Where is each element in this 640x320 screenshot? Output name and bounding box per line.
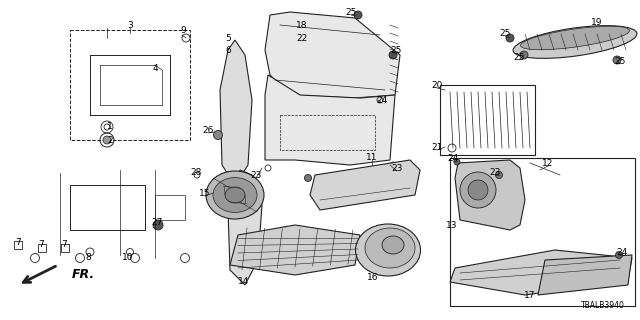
Text: 21: 21 [431,142,443,151]
Text: 2: 2 [107,135,113,145]
Text: 13: 13 [446,220,458,229]
Text: 24: 24 [447,154,459,163]
Ellipse shape [355,224,420,276]
Text: 24: 24 [616,247,628,257]
Ellipse shape [225,187,245,203]
Circle shape [389,51,397,59]
Text: 15: 15 [199,188,211,197]
Ellipse shape [520,26,630,50]
Text: 25: 25 [390,45,402,54]
Text: 22: 22 [296,34,308,43]
Bar [70,30,190,140]
Polygon shape [265,75,395,165]
Ellipse shape [513,26,637,58]
Polygon shape [310,160,420,210]
Polygon shape [265,12,400,98]
Text: FR.: FR. [72,268,95,282]
Polygon shape [230,225,360,275]
Text: 25: 25 [499,28,511,37]
Text: 23: 23 [391,164,403,172]
Bar [450,158,635,306]
Text: 26: 26 [202,125,214,134]
Text: 23: 23 [250,171,262,180]
Bar [14,241,22,249]
Circle shape [153,220,163,230]
Text: 28: 28 [190,167,202,177]
Text: TBALB3940: TBALB3940 [581,301,625,310]
Bar [61,244,69,252]
Text: 7: 7 [15,237,21,246]
Ellipse shape [382,236,404,254]
Circle shape [214,131,223,140]
Text: 27: 27 [151,218,163,227]
Circle shape [354,11,362,19]
Ellipse shape [213,178,257,212]
Circle shape [520,51,528,59]
Text: 18: 18 [296,20,308,29]
Bar [70,185,145,230]
Polygon shape [455,160,525,230]
Text: 6: 6 [225,45,231,54]
Text: 19: 19 [591,18,603,27]
Circle shape [495,172,502,179]
Bar [280,115,375,150]
Text: 10: 10 [122,253,134,262]
Text: 7: 7 [38,239,44,249]
Polygon shape [450,250,632,295]
Circle shape [613,56,621,64]
Text: 24: 24 [376,95,388,105]
Text: 14: 14 [238,277,250,286]
Circle shape [460,172,496,208]
Bar [155,195,185,220]
Circle shape [468,180,488,200]
Text: 17: 17 [524,291,536,300]
Circle shape [616,252,623,259]
Circle shape [506,34,514,42]
Text: 8: 8 [85,253,91,262]
Text: 16: 16 [367,274,379,283]
Text: 20: 20 [431,81,443,90]
Text: 5: 5 [225,34,231,43]
Text: 25: 25 [346,7,356,17]
Text: 25: 25 [513,52,525,61]
Text: 23: 23 [490,167,500,177]
Bar [440,85,535,155]
Polygon shape [228,170,262,285]
Text: 4: 4 [152,63,158,73]
Circle shape [103,136,111,144]
Circle shape [305,174,312,181]
Bar [38,244,46,252]
Text: 12: 12 [542,158,554,167]
Text: 7: 7 [61,239,67,249]
Text: 9: 9 [180,26,186,35]
Text: 1: 1 [107,122,113,131]
Text: 3: 3 [127,20,133,29]
Text: 11: 11 [366,153,378,162]
Ellipse shape [365,228,415,268]
Text: 25: 25 [614,57,626,66]
Circle shape [454,159,460,165]
Polygon shape [220,40,252,185]
Ellipse shape [206,171,264,219]
Polygon shape [538,255,632,295]
